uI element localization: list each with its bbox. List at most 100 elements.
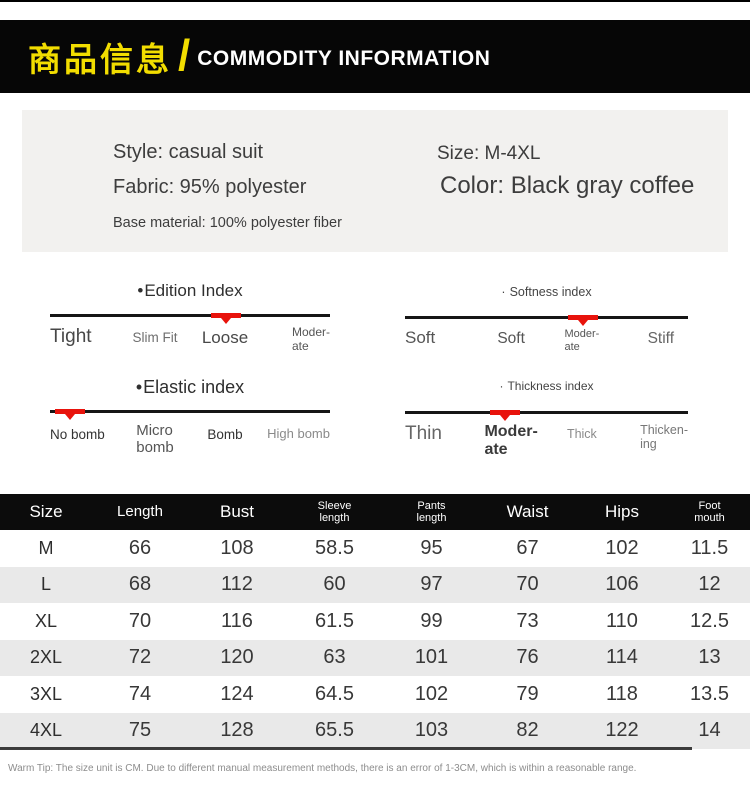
scale-axis-line — [405, 410, 688, 421]
scale-labels: Tight Slim Fit Loose Moder- ate — [50, 325, 330, 354]
column-header-length: Length — [117, 502, 163, 520]
column-header-foot-mouth: Foot mouth — [694, 499, 725, 524]
table-cell: 112 — [221, 573, 253, 596]
table-cell: 124 — [220, 682, 254, 705]
table-cell: 12.5 — [690, 609, 729, 632]
table-cell: 97 — [420, 573, 443, 596]
table-row: 3XL 74 124 64.5 102 79 118 13.5 — [0, 676, 750, 713]
scale-marker-segment — [568, 315, 598, 326]
table-cell: 72 — [128, 646, 152, 669]
scale-axis-line — [50, 313, 330, 324]
table-cell: XL — [34, 610, 58, 631]
scale-axis-line — [405, 315, 688, 326]
softness-index-scale: · Softness index Soft Soft Moder- ate Sti… — [405, 285, 688, 353]
fabric-text: Fabric: 95% polyester — [113, 176, 307, 198]
column-header-pants-length: Pants length — [416, 499, 447, 524]
table-cell: 76 — [516, 646, 539, 669]
scale-label: Moder- ate — [564, 328, 600, 353]
scale-title: Softness index — [509, 285, 592, 299]
table-cell: 108 — [220, 536, 254, 559]
style-text: Style: casual suit — [113, 141, 264, 163]
table-row: 2XL 72 120 63 101 76 114 13 — [0, 639, 750, 676]
table-cell: 68 — [128, 573, 152, 596]
table-cell: 103 — [414, 719, 449, 742]
table-cell: 2XL — [29, 647, 63, 668]
marker-arrow-icon — [578, 320, 588, 326]
table-cell: 13.5 — [690, 682, 729, 705]
table-cell: 64.5 — [315, 682, 354, 705]
scale-marker-segment — [55, 409, 86, 420]
scale-label: Soft — [497, 330, 525, 347]
scale-labels: Thin Moder- ate Thick Thicken- ing — [405, 423, 688, 460]
marker-arrow-icon — [65, 414, 76, 420]
marker-arrow-icon — [499, 415, 510, 421]
scale-marker-segment — [489, 410, 520, 421]
table-cell: 116 — [221, 609, 253, 632]
dot-icon: · — [499, 379, 504, 393]
table-cell: M — [38, 537, 54, 558]
table-cell: 13 — [698, 646, 721, 669]
column-header-hips: Hips — [604, 501, 639, 521]
scale-label: High bomb — [267, 426, 330, 441]
table-cell: 95 — [420, 536, 443, 559]
table-row: L 68 112 60 97 70 106 12 — [0, 566, 750, 603]
thickness-index-scale: · Thickness index Thin Moder- ate Thick T… — [405, 379, 688, 460]
scale-label: Thin — [405, 423, 442, 444]
scale-label: Stiff — [647, 330, 674, 347]
table-row: M 66 108 58.5 95 67 102 11.5 — [0, 530, 750, 567]
table-cell: 82 — [516, 719, 539, 742]
table-cell: 118 — [606, 682, 638, 705]
size-table-header: Size Length Bust Sleeve length Pants len… — [0, 494, 750, 530]
scale-label: Micro bomb — [136, 422, 174, 457]
table-cell: 70 — [128, 609, 152, 632]
scale-title-row: •Elastic index — [50, 377, 330, 398]
product-info-box: Style: casual suit Fabric: 95% polyester… — [22, 110, 728, 252]
table-cell: 66 — [128, 536, 152, 559]
table-cell: 101 — [414, 646, 449, 669]
scale-labels: No bomb Micro bomb Bomb High bomb — [50, 422, 330, 457]
table-cell: 3XL — [29, 683, 63, 704]
scale-title: Elastic index — [143, 377, 245, 397]
scale-label: Bomb — [207, 427, 243, 442]
table-cell: 67 — [516, 536, 539, 559]
table-cell: 73 — [516, 609, 539, 632]
table-cell: 65.5 — [315, 719, 354, 742]
size-table: Size Length Bust Sleeve length Pants len… — [0, 494, 750, 749]
table-cell: 102 — [414, 682, 449, 705]
table-cell: 4XL — [29, 720, 63, 741]
scale-title-row: •Edition Index — [50, 281, 330, 301]
table-cell: 14 — [698, 719, 721, 742]
column-header-bust: Bust — [219, 501, 255, 521]
size-range-text: Size: M-4XL — [437, 143, 541, 164]
scale-label: Thick — [566, 427, 597, 441]
scale-label: Loose — [201, 328, 249, 347]
table-cell: 11.5 — [690, 536, 729, 559]
table-cell: 12 — [698, 573, 721, 596]
base-material-text: Base material: 100% polyester fiber — [113, 215, 342, 231]
table-cell: 79 — [516, 682, 539, 705]
table-cell: 63 — [323, 646, 346, 669]
scale-title-row: · Softness index — [405, 285, 688, 299]
scale-title-row: · Thickness index — [405, 379, 688, 393]
scale-labels: Soft Soft Moder- ate Stiff — [405, 328, 688, 353]
color-options-text: Color: Black gray coffee — [440, 172, 695, 199]
scale-label: No bomb — [50, 427, 105, 442]
size-table-body: M 66 108 58.5 95 67 102 11.5 L 68 112 60… — [0, 530, 750, 749]
scale-label: Moder- ate — [484, 423, 538, 459]
column-header-size: Size — [29, 501, 63, 521]
table-cell: 60 — [323, 573, 346, 596]
column-header-waist: Waist — [506, 501, 549, 521]
table-row: XL 70 116 61.5 99 73 110 12.5 — [0, 603, 750, 640]
table-cell: 128 — [220, 719, 254, 742]
table-bottom-divider — [0, 747, 692, 750]
top-border-line — [0, 0, 750, 2]
table-row: 4XL 75 128 65.5 103 82 122 14 — [0, 712, 750, 749]
section-header: 商品信息 / COMMODITY INFORMATION — [0, 20, 750, 93]
edition-index-scale: •Edition Index Tight Slim Fit Loose Mode… — [50, 281, 330, 354]
column-header-sleeve-length: Sleeve length — [317, 499, 352, 524]
table-cell: 114 — [606, 646, 638, 669]
scale-title: Edition Index — [144, 281, 243, 300]
table-cell: 102 — [605, 536, 639, 559]
table-cell: 70 — [516, 573, 539, 596]
